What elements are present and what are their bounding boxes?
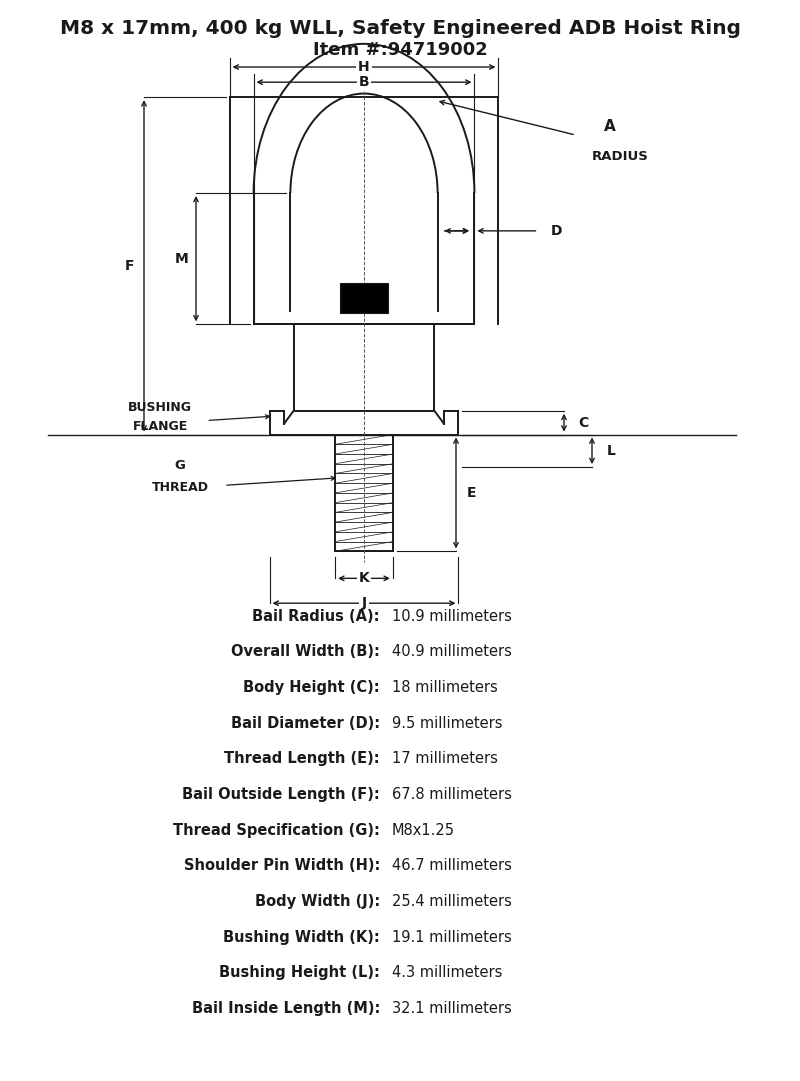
Text: Thread Length (E):: Thread Length (E): [224,751,380,766]
Text: THREAD: THREAD [151,481,209,494]
Text: Shoulder Pin Width (H):: Shoulder Pin Width (H): [184,858,380,873]
Text: 40.9 millimeters: 40.9 millimeters [392,644,512,659]
Text: Item #:94719002: Item #:94719002 [313,41,487,58]
Text: F: F [125,259,134,272]
Text: 9.5 millimeters: 9.5 millimeters [392,716,502,731]
Text: M8 x 17mm, 400 kg WLL, Safety Engineered ADB Hoist Ring: M8 x 17mm, 400 kg WLL, Safety Engineered… [59,18,741,38]
Text: K: K [358,572,370,585]
Text: Bushing Width (K):: Bushing Width (K): [223,930,380,945]
Text: 18 millimeters: 18 millimeters [392,680,498,695]
Text: Thread Specification (G):: Thread Specification (G): [173,823,380,838]
Text: 67.8 millimeters: 67.8 millimeters [392,787,512,802]
Text: Bail Diameter (D):: Bail Diameter (D): [231,716,380,731]
Text: 25.4 millimeters: 25.4 millimeters [392,894,512,909]
Text: Body Width (J):: Body Width (J): [254,894,380,909]
Text: B: B [358,76,370,89]
Text: 19.1 millimeters: 19.1 millimeters [392,930,512,945]
Text: RADIUS: RADIUS [592,150,649,163]
Text: Overall Width (B):: Overall Width (B): [231,644,380,659]
Text: Body Height (C):: Body Height (C): [243,680,380,695]
Text: 17 millimeters: 17 millimeters [392,751,498,766]
Text: Bushing Height (L):: Bushing Height (L): [219,965,380,980]
Text: 4.3 millimeters: 4.3 millimeters [392,965,502,980]
Text: Bail Inside Length (M):: Bail Inside Length (M): [192,1001,380,1016]
Bar [254,193,474,324]
Text: D: D [550,224,562,238]
Text: 10.9 millimeters: 10.9 millimeters [392,609,512,624]
Text: E: E [467,486,477,499]
Text: BUSHING: BUSHING [128,401,192,414]
Text: M: M [174,252,189,266]
Text: FLANGE: FLANGE [132,421,188,433]
Text: L: L [606,444,615,457]
Text: A: A [604,119,616,134]
Text: G: G [174,459,186,472]
Text: M8x1.25: M8x1.25 [392,823,455,838]
Text: 32.1 millimeters: 32.1 millimeters [392,1001,512,1016]
Text: H: H [358,61,370,74]
Text: Bail Outside Length (F):: Bail Outside Length (F): [182,787,380,802]
Text: 46.7 millimeters: 46.7 millimeters [392,858,512,873]
Text: Bail Radius (A):: Bail Radius (A): [253,609,380,624]
Text: C: C [578,416,589,429]
Text: J: J [362,597,366,610]
Bar [340,283,388,313]
